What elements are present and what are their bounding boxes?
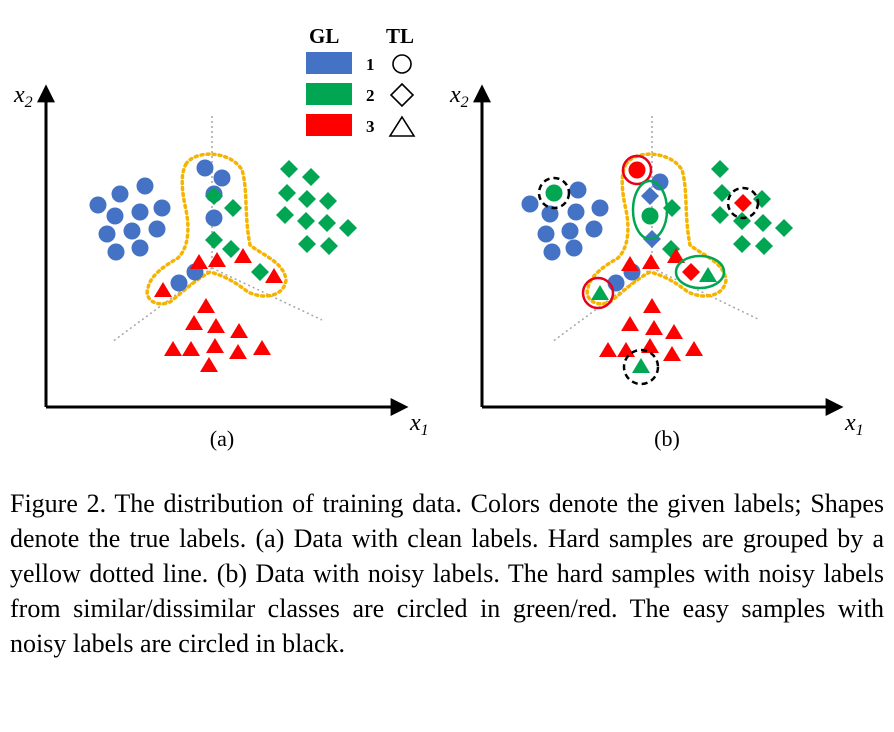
panel-b-y-axis-label: x2 [449,82,469,111]
legend-gl-header: GL [309,24,339,48]
panel-a-class3-points [154,248,283,372]
panel-b-class3-points [599,248,703,361]
panel-b-black-ring-bottom [622,348,660,386]
legend-tl-header: TL [386,24,414,48]
panel-b-noisy-red-diamond-hard [682,263,700,281]
panel-a-y-axis-label: x2 [13,82,33,111]
panel-a-label: (a) [210,426,234,451]
legend: GL TL 1 2 3 [306,24,416,137]
legend-circle-icon [392,54,412,74]
legend-diamond-icon [389,82,415,108]
legend-label-1: 1 [366,55,375,74]
panel-b-x-axis-label: x1 [844,410,864,439]
panel-b-divider-left [551,267,653,343]
panel-b-black-ring-topleft [537,176,571,210]
legend-label-3: 3 [366,117,375,136]
panel-b-noisy-green-circles [545,184,659,225]
panel-a-class2-points [205,160,357,281]
panel-b-noisy-green-triangle-hard [699,267,717,282]
panel-b-noisy-red-diamond-easy [734,194,752,212]
panel-b-noisy-green-triangle-easy [632,358,650,373]
panel-b-red-ring-left [581,276,615,310]
panel-a: x2 x1 (a) [13,82,429,451]
panel-a-class1-points [89,159,231,292]
panel-b-label: (b) [654,426,680,451]
panel-a-divider-right [211,267,323,321]
panel-b-green-ring-right [674,254,726,290]
panel-b-noisy-green-triangle-left [591,285,609,300]
legend-label-2: 2 [366,86,375,105]
legend-swatch-green [306,83,352,105]
legend-swatch-blue [306,52,352,74]
panel-b-black-ring-right [726,186,760,220]
panel-b-green-ring-vertical [631,179,669,241]
training-data-figure: GL TL 1 2 3 x2 x1 (a) [13,24,864,451]
legend-triangle-icon [388,115,416,137]
figure-caption: Figure 2. The distribution of training d… [10,489,884,658]
panel-b-noisy-red-circle [628,161,646,179]
panel-b: x2 x1 (b) [449,82,864,451]
legend-swatch-red [306,114,352,136]
panel-b-hard-sample-outline [585,152,728,306]
panel-a-x-axis-label: x1 [409,410,429,439]
panel-a-hard-sample-outline [145,152,288,306]
panel-b-red-ring-top [621,154,653,186]
